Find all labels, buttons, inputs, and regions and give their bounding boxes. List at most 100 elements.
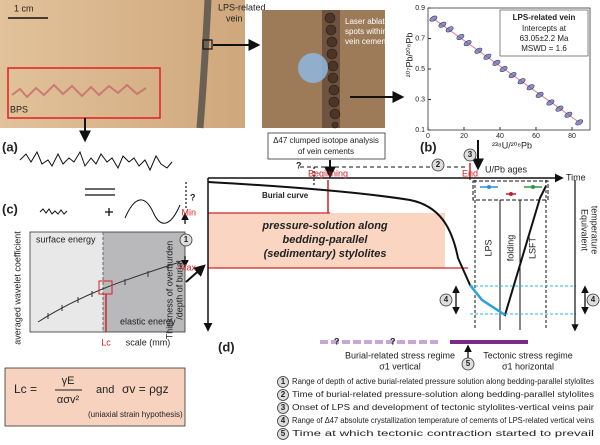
lps-label: LPS (483, 239, 493, 256)
panel-label: (b) (420, 139, 437, 154)
panel-label: (c) (2, 201, 18, 216)
laser-photo: Laser ablation spots within vein cements (262, 10, 395, 129)
wavelet-plot: surface energy elastic energy averaged w… (12, 231, 186, 347)
spots-label: vein cements (345, 37, 392, 46)
vein-label: vein (226, 13, 243, 23)
max-label: Max (179, 262, 197, 272)
marker-number: 5 (466, 359, 471, 368)
legend-number: 4 (281, 416, 286, 425)
question-mark: ? (390, 336, 396, 346)
isochron-plot: LPS-related vein Intercepts at 63.05±2.2… (404, 5, 591, 150)
bps-label: BPS (10, 104, 28, 114)
c-x-label: scale (mm) (126, 337, 171, 347)
pressure-label: (sedimentary) stylolites (264, 248, 387, 260)
data-point (492, 59, 501, 66)
d-y-label: Thickness of overburden (164, 241, 174, 340)
y-tick-label: 0.3 (415, 96, 425, 103)
x-tick-label: 80 (568, 133, 576, 140)
data-point (463, 40, 472, 47)
x-tick-label: 0 (426, 133, 430, 140)
legend: 1 Range of depth of active burial-related… (277, 376, 594, 440)
spots-label: Laser ablation (345, 17, 395, 26)
formula-note: (uniaxial strain hypothesis) (88, 410, 183, 419)
legend-marker (277, 415, 289, 427)
legend-marker (277, 402, 289, 414)
formula: ασv² (57, 394, 80, 406)
marker-number: 4 (444, 295, 449, 304)
data-point (508, 72, 517, 79)
regime-label: σ1 horizontal (502, 361, 554, 371)
inset-annotation: 63.05±2.2 Ma (520, 34, 569, 43)
lsft-label: LSFT (527, 237, 537, 260)
legend-number: 5 (281, 429, 286, 438)
min-label: Min (181, 207, 196, 217)
legend-item: 2 (277, 389, 289, 401)
surface-label: surface energy (36, 234, 96, 244)
legend-text: Range of Δ47 absolute crystallization te… (292, 416, 594, 425)
data-point (526, 84, 535, 91)
legend-number: 1 (281, 377, 286, 386)
d-y-label: /depth of burial (174, 260, 184, 320)
upb-label: U/Pb ages (485, 164, 528, 174)
inset-annotation: Intercepts at (522, 24, 567, 33)
formula: σv = ρgz (122, 382, 169, 396)
data-point (517, 78, 526, 85)
marker-number: 1 (184, 235, 189, 244)
folding-label: folding (505, 235, 515, 262)
y-tick-label: 0.5 (415, 66, 425, 73)
y-tick-label: 0.7 (415, 35, 425, 42)
pressure-label: bedding-parallel (283, 234, 369, 246)
data-point (535, 91, 544, 98)
data-point (456, 33, 465, 40)
legend-text: Range of depth of active burial-related … (292, 377, 594, 386)
scale-label: 1 cm (14, 3, 34, 13)
legend-item: 5 (277, 428, 289, 440)
inset-title: LPS-related vein (513, 13, 576, 22)
data-point (438, 21, 447, 28)
x-tick-label: 20 (460, 133, 468, 140)
data-point (474, 47, 483, 54)
marker-number: 3 (468, 150, 473, 159)
question-mark: ? (334, 336, 340, 346)
clumped-label: Δ47 clumped isotope analysis (273, 136, 379, 145)
inset-x-label: ²³⁸U/²⁰⁶Pb (492, 140, 532, 150)
question-mark: ? (190, 192, 196, 202)
beginning-label: Beginning (308, 168, 348, 178)
marker-number: 2 (436, 160, 441, 169)
panel-label: (d) (218, 339, 235, 354)
data-point (546, 99, 555, 106)
legend-marker (277, 428, 289, 440)
regime-label: Burial-related stress regime (345, 350, 455, 360)
marker-number: 4 (591, 295, 596, 304)
c-y-label: averaged wavelet coefficient (12, 231, 22, 345)
data-point (429, 15, 438, 22)
legend-marker (277, 376, 289, 388)
x-tick-label: 40 (496, 133, 504, 140)
formula: Lc = (14, 382, 37, 396)
inset-y-label: ²⁰⁷Pb/²⁰⁶Pb (404, 33, 414, 78)
lc-label: Lc (101, 337, 111, 347)
end-label: End (462, 168, 478, 178)
legend-marker (277, 389, 289, 401)
legend-text: Time at which tectonic contraction start… (292, 429, 594, 438)
formula: γE (62, 375, 75, 387)
time-label: Time (566, 172, 586, 182)
burial-diagram: Time Beginning End ? ? Burial curve Min … (164, 148, 600, 371)
data-point (499, 65, 508, 73)
data-point (564, 111, 573, 118)
legend-number: 3 (281, 403, 286, 412)
spots-label: spots within (345, 27, 387, 36)
data-point (575, 119, 584, 126)
y-tick-label: 0.9 (415, 5, 425, 12)
regime-label: Tectonic stress regime (483, 350, 573, 360)
inset-annotation: MSWD = 1.6 (521, 44, 567, 53)
legend-number: 2 (281, 390, 286, 399)
data-point (445, 26, 454, 33)
regime-label: σ1 vertical (379, 361, 421, 371)
question-mark: ? (296, 160, 302, 170)
formula: and (96, 384, 114, 396)
legend-item: 3 (277, 402, 289, 414)
clumped-label: of vein cements (298, 147, 354, 156)
vein-label: LPS-related (218, 2, 266, 12)
